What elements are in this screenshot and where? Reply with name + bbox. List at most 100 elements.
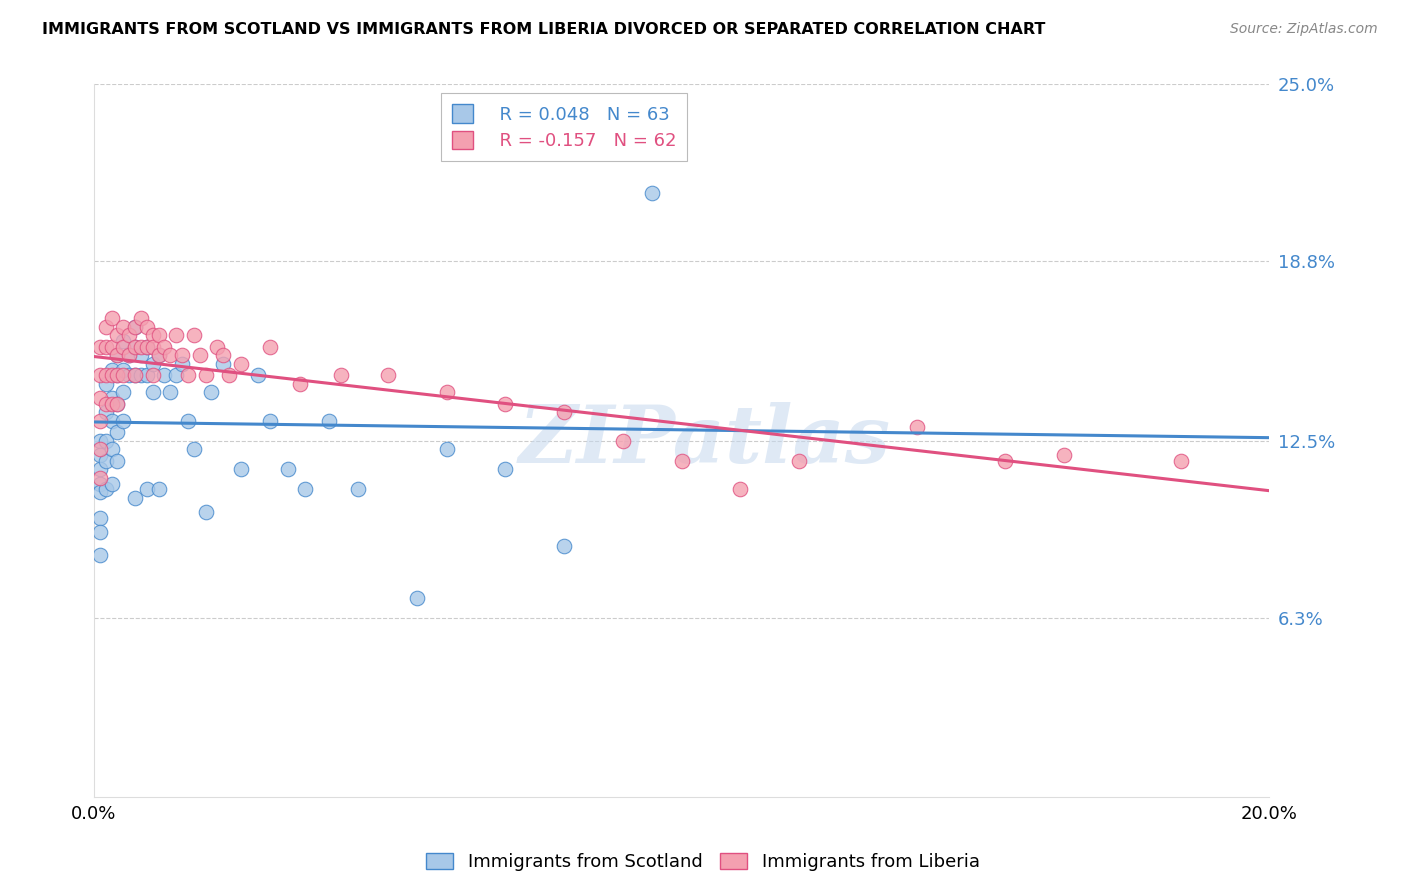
Point bbox=[183, 442, 205, 457]
Point bbox=[118, 348, 141, 362]
Point bbox=[94, 434, 117, 448]
Point bbox=[671, 454, 693, 468]
Point bbox=[124, 368, 146, 383]
Point bbox=[436, 385, 458, 400]
Point bbox=[107, 397, 129, 411]
Point bbox=[89, 524, 111, 539]
Point bbox=[165, 328, 187, 343]
Point bbox=[194, 368, 217, 383]
Point bbox=[129, 368, 152, 383]
Point bbox=[89, 448, 111, 462]
Point bbox=[112, 368, 135, 383]
Point bbox=[212, 348, 235, 362]
Point bbox=[288, 376, 311, 391]
Point bbox=[294, 482, 316, 496]
Point bbox=[153, 368, 176, 383]
Point bbox=[142, 340, 165, 354]
Point bbox=[612, 434, 634, 448]
Point bbox=[148, 328, 170, 343]
Point bbox=[100, 362, 122, 376]
Point bbox=[135, 340, 157, 354]
Point bbox=[118, 348, 141, 362]
Point bbox=[107, 348, 129, 362]
Point bbox=[641, 186, 664, 200]
Point bbox=[112, 334, 135, 348]
Point bbox=[112, 414, 135, 428]
Point bbox=[200, 385, 222, 400]
Point bbox=[135, 368, 157, 383]
Point bbox=[277, 462, 299, 476]
Point bbox=[89, 368, 111, 383]
Point bbox=[142, 357, 165, 371]
Point bbox=[129, 340, 152, 354]
Point bbox=[153, 340, 176, 354]
Point bbox=[94, 482, 117, 496]
Legend:   R = 0.048   N = 63,   R = -0.157   N = 62: R = 0.048 N = 63, R = -0.157 N = 62 bbox=[441, 94, 688, 161]
Point bbox=[218, 368, 240, 383]
Point bbox=[89, 462, 111, 476]
Point bbox=[994, 454, 1017, 468]
Point bbox=[148, 348, 170, 362]
Point bbox=[135, 340, 157, 354]
Point bbox=[94, 319, 117, 334]
Point bbox=[89, 414, 111, 428]
Point bbox=[107, 454, 129, 468]
Point bbox=[129, 348, 152, 362]
Point bbox=[188, 348, 211, 362]
Point bbox=[124, 340, 146, 354]
Point bbox=[100, 414, 122, 428]
Point bbox=[177, 414, 200, 428]
Point bbox=[118, 368, 141, 383]
Point bbox=[318, 414, 340, 428]
Point bbox=[100, 397, 122, 411]
Point bbox=[170, 357, 193, 371]
Point bbox=[107, 328, 129, 343]
Point bbox=[112, 319, 135, 334]
Point bbox=[94, 368, 117, 383]
Point bbox=[229, 357, 252, 371]
Point bbox=[124, 368, 146, 383]
Point bbox=[94, 376, 117, 391]
Point bbox=[170, 348, 193, 362]
Point bbox=[406, 591, 429, 605]
Point bbox=[89, 340, 111, 354]
Point bbox=[89, 471, 111, 485]
Point bbox=[100, 476, 122, 491]
Point bbox=[124, 491, 146, 505]
Point bbox=[212, 357, 235, 371]
Point bbox=[94, 405, 117, 419]
Point bbox=[107, 348, 129, 362]
Point bbox=[142, 385, 165, 400]
Point bbox=[229, 462, 252, 476]
Point bbox=[194, 505, 217, 519]
Text: ZIPatlas: ZIPatlas bbox=[519, 402, 891, 480]
Point bbox=[142, 368, 165, 383]
Point bbox=[89, 510, 111, 524]
Point bbox=[118, 328, 141, 343]
Point bbox=[107, 397, 129, 411]
Point bbox=[1170, 454, 1192, 468]
Point bbox=[89, 391, 111, 405]
Point bbox=[94, 340, 117, 354]
Point bbox=[89, 485, 111, 500]
Point bbox=[142, 328, 165, 343]
Point bbox=[148, 482, 170, 496]
Legend: Immigrants from Scotland, Immigrants from Liberia: Immigrants from Scotland, Immigrants fro… bbox=[419, 846, 987, 879]
Point bbox=[787, 454, 810, 468]
Point bbox=[107, 425, 129, 440]
Point bbox=[89, 434, 111, 448]
Point bbox=[94, 454, 117, 468]
Point bbox=[730, 482, 752, 496]
Point bbox=[100, 442, 122, 457]
Point bbox=[94, 397, 117, 411]
Point bbox=[159, 385, 181, 400]
Point bbox=[377, 368, 399, 383]
Point bbox=[100, 340, 122, 354]
Text: Source: ZipAtlas.com: Source: ZipAtlas.com bbox=[1230, 22, 1378, 37]
Point bbox=[112, 362, 135, 376]
Point bbox=[107, 368, 129, 383]
Point bbox=[112, 385, 135, 400]
Point bbox=[148, 348, 170, 362]
Point bbox=[329, 368, 352, 383]
Point bbox=[494, 397, 516, 411]
